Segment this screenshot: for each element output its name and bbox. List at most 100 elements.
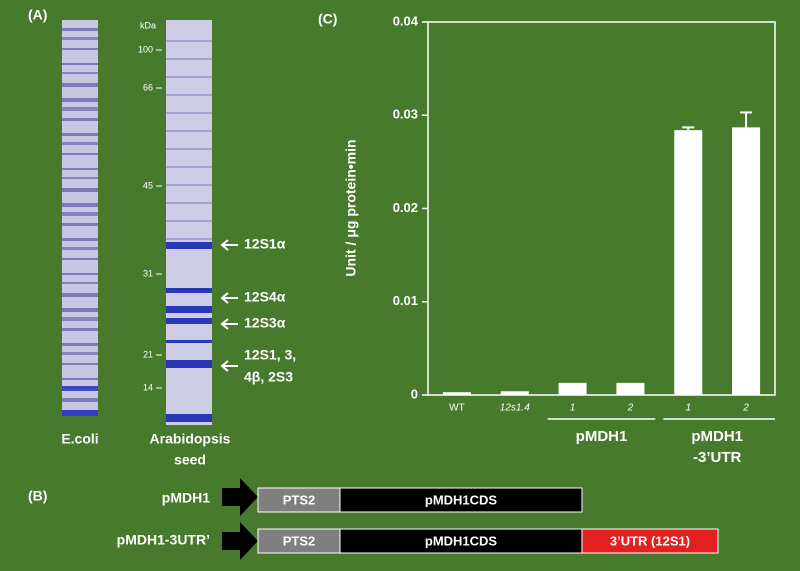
gel-band	[166, 242, 212, 249]
marker-label: 21	[143, 349, 153, 359]
y-tick-label: 0	[411, 386, 418, 401]
gel-band	[166, 166, 212, 168]
gel-band	[166, 130, 212, 132]
y-tick-label: 0.02	[393, 200, 418, 215]
gel-band	[62, 317, 98, 321]
y-tick-label: 0.04	[393, 13, 419, 28]
x-tick-label: 1	[685, 403, 691, 414]
band-label: 12S1α	[244, 236, 286, 252]
gel-band	[62, 282, 98, 284]
gel-band	[62, 223, 98, 226]
gel-band	[62, 410, 98, 416]
marker-label: 45	[143, 180, 153, 190]
bar	[558, 382, 587, 395]
gel-band	[166, 94, 212, 96]
gel-band	[62, 83, 98, 87]
bar	[442, 392, 471, 395]
gel-band	[62, 63, 98, 65]
gel-band	[62, 98, 98, 102]
band-label: 12S4α	[244, 289, 286, 305]
gel-band	[62, 212, 98, 216]
bar	[500, 391, 529, 395]
gel-band	[166, 414, 212, 422]
gel-band	[62, 352, 98, 355]
gel-band	[62, 203, 98, 207]
band-label: 12S1, 3,	[244, 347, 296, 363]
gel-band	[166, 112, 212, 114]
gel-band	[62, 238, 98, 241]
lane-label: E.coli	[61, 431, 98, 447]
band-label: 12S3α	[244, 315, 286, 331]
gel-band	[62, 328, 98, 331]
gel-band	[62, 177, 98, 179]
gel-band	[166, 306, 212, 313]
x-tick-label: 1	[570, 403, 576, 414]
arrow	[222, 522, 258, 560]
band-arrow-head	[220, 292, 229, 304]
group-label: -3’UTR	[693, 449, 742, 466]
pts-box	[257, 487, 341, 513]
gel-band	[62, 398, 98, 402]
gel-band	[62, 363, 98, 365]
gel-band	[166, 184, 212, 186]
gel-band	[62, 188, 98, 192]
gel-band	[166, 148, 212, 150]
gel-band	[62, 273, 98, 275]
gel-band	[62, 293, 98, 297]
gel-lane	[166, 20, 212, 425]
gel-band	[62, 308, 98, 312]
arrow	[222, 478, 258, 516]
gel-band	[166, 238, 212, 240]
cds-box	[339, 487, 583, 513]
gel-band	[62, 37, 98, 40]
gel-band	[166, 58, 212, 60]
utr-box	[581, 528, 719, 554]
panel-label: (A)	[28, 7, 47, 23]
cds-label: pMDH1CDS	[425, 533, 498, 548]
row-label: pMDH1-3UTR’	[117, 532, 210, 548]
marker-label: 14	[143, 382, 153, 392]
band-arrow-head	[220, 318, 229, 330]
gel-band	[166, 318, 212, 324]
gel-band	[166, 288, 212, 293]
gel-band	[166, 340, 212, 343]
bar	[616, 382, 645, 395]
gel-band	[166, 220, 212, 222]
lane-label: Arabidopsis	[150, 431, 231, 447]
x-tick-label: WT	[449, 403, 465, 414]
gel-band	[166, 202, 212, 204]
x-tick-label: 12s1.4	[500, 403, 530, 414]
row-label: pMDH1	[162, 490, 210, 506]
gel-band	[62, 386, 98, 391]
bar	[732, 127, 761, 395]
gel-band	[62, 118, 98, 121]
gel-band	[62, 142, 98, 145]
gel-band	[62, 107, 98, 111]
gel-band	[62, 343, 98, 346]
group-label: pMDH1	[691, 428, 743, 445]
gel-band	[62, 28, 98, 31]
gel-band	[166, 76, 212, 78]
bar	[674, 130, 703, 396]
marker-label: 31	[143, 268, 153, 278]
cds-label: pMDH1CDS	[425, 492, 498, 507]
panel-label: (C)	[318, 11, 337, 27]
gel-band	[166, 40, 212, 42]
panel-label: (B)	[28, 488, 47, 504]
x-tick-label: 2	[627, 403, 634, 414]
band-arrow-head	[220, 239, 229, 251]
gel-band	[62, 133, 98, 136]
gel-band	[62, 378, 98, 380]
y-tick-label: 0.03	[393, 107, 418, 122]
band-label: 4β, 2S3	[244, 369, 293, 385]
gel-band	[62, 72, 98, 74]
gel-band	[166, 360, 212, 368]
pts-label: PTS2	[283, 492, 316, 507]
gel-band	[62, 48, 98, 50]
y-axis-label: Unit / μg protein•min	[343, 139, 359, 276]
gel-band	[62, 247, 98, 250]
pts-label: PTS2	[283, 533, 316, 548]
